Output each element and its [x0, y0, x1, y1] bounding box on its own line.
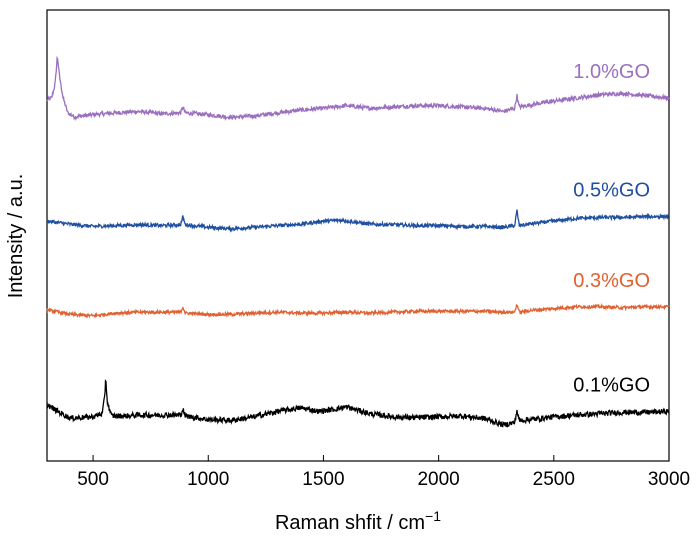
x-tick-label: 500 — [77, 469, 109, 490]
x-axis-label: Raman shfit / cm−1 — [275, 508, 441, 534]
x-tick-layer: 500 1000 1500 2000 2500 3000 — [77, 455, 690, 490]
series-label: 0.3%GO — [573, 270, 650, 292]
series-line-0-5-go — [46, 209, 670, 233]
x-axis-label-superscript: −1 — [425, 508, 441, 524]
series-line-0-1-go — [46, 379, 670, 428]
x-tick-label: 2500 — [533, 469, 575, 490]
series-layer — [46, 55, 670, 428]
x-tick-label: 2000 — [417, 469, 459, 490]
x-tick-label: 1000 — [187, 469, 229, 490]
series-line-0-3-go — [46, 302, 670, 319]
y-axis-label: Intensity / a.u. — [5, 174, 27, 299]
plot-frame — [46, 9, 670, 462]
x-tick-label: 3000 — [648, 469, 690, 490]
series-label-layer: 1.0%GO 0.5%GO 0.3%GO 0.1%GO — [573, 61, 650, 396]
series-label: 0.1%GO — [573, 374, 650, 396]
x-tick-label: 1500 — [302, 469, 344, 490]
series-line-1-0-go — [46, 55, 670, 122]
series-label: 0.5%GO — [573, 180, 650, 202]
series-label: 1.0%GO — [573, 61, 650, 83]
